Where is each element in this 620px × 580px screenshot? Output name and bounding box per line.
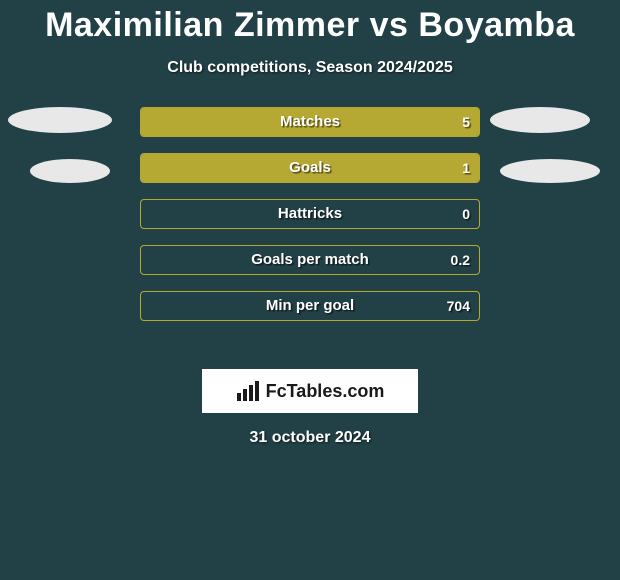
stat-row: Matches5 (0, 107, 620, 137)
bar-track (140, 199, 480, 229)
date-text: 31 october 2024 (0, 429, 620, 447)
comparison-chart: Matches5 Goals1 Hattricks0 Goals per match0… (0, 107, 620, 357)
bar-fill (141, 108, 479, 136)
bar-track (140, 153, 480, 183)
brand-bars-icon (236, 381, 262, 401)
stat-row: Hattricks0 (0, 199, 620, 229)
page-title: Maximilian Zimmer vs Boyamba (0, 0, 620, 45)
brand-box: FcTables.com (202, 369, 418, 413)
stat-rows: Matches5 Goals1 Hattricks0 Goals per match0… (0, 107, 620, 321)
bar-track (140, 291, 480, 321)
stat-row: Goals per match0.2 (0, 245, 620, 275)
brand-text: FcTables.com (266, 381, 385, 402)
bar-track (140, 245, 480, 275)
stat-row: Min per goal704 (0, 291, 620, 321)
bar-track (140, 107, 480, 137)
stat-row: Goals1 (0, 153, 620, 183)
bar-fill (141, 154, 479, 182)
page-subtitle: Club competitions, Season 2024/2025 (0, 59, 620, 77)
